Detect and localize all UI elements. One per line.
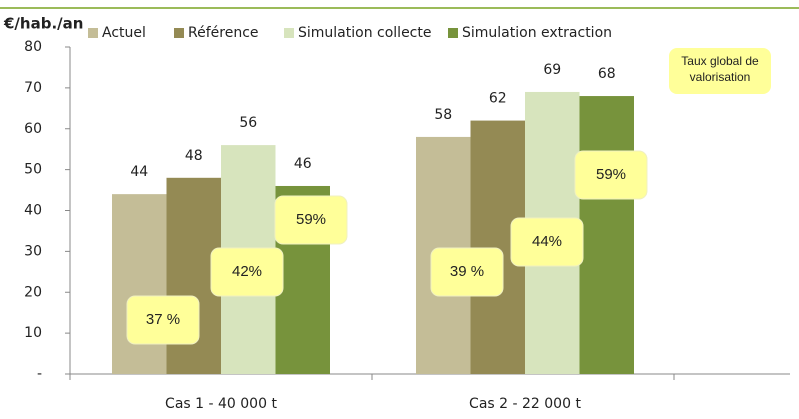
y-tick-label: 20: [24, 284, 42, 300]
legend-swatch: [88, 28, 98, 38]
annotation: 59%: [296, 211, 326, 228]
data-label: 56: [239, 115, 257, 131]
y-axis-label: €/hab./an: [3, 15, 83, 33]
annotation: 59%: [596, 166, 626, 183]
y-tick-label: 50: [24, 162, 42, 178]
legend-swatch: [284, 28, 294, 38]
legend-label: Référence: [188, 25, 259, 41]
annotation-title: Taux global de valorisation: [681, 54, 759, 84]
y-tick-label: 40: [24, 203, 42, 219]
bar: [112, 194, 167, 374]
bar: [579, 96, 634, 375]
annotation: 37 %: [146, 311, 180, 328]
data-label: 44: [130, 164, 148, 180]
legend-label: Actuel: [102, 25, 146, 41]
annotation-title-line: Taux global de: [681, 54, 759, 68]
annotation: 42%: [232, 263, 262, 280]
data-label: 68: [598, 66, 616, 82]
y-tick-label: 60: [24, 121, 42, 137]
annotation-box: [510, 217, 584, 267]
data-label: 62: [489, 91, 507, 107]
legend-swatch: [174, 28, 184, 38]
annotation-box: [126, 295, 200, 345]
legend-label: Simulation collecte: [298, 25, 431, 41]
data-label: 46: [294, 156, 312, 172]
y-tick-label: 10: [24, 325, 42, 341]
x-tick-label: Cas 2 - 22 000 t: [469, 396, 581, 412]
legend-label: Simulation extraction: [462, 25, 612, 41]
annotation: 39 %: [450, 263, 484, 280]
data-label: 58: [434, 107, 452, 123]
annotation-box: [274, 195, 348, 245]
annotation-box: [574, 150, 648, 200]
y-tick-label: 30: [24, 243, 42, 259]
data-label: 69: [543, 62, 561, 78]
y-tick-label: 80: [24, 39, 42, 55]
y-tick-label: 70: [24, 80, 42, 96]
annotation-box: [430, 247, 504, 297]
legend-swatch: [448, 28, 458, 38]
annotation-title-box: [669, 48, 771, 94]
data-label: 48: [185, 148, 203, 164]
annotation-box: [210, 247, 284, 297]
annotation-title-line: valorisation: [690, 70, 751, 84]
y-tick-label: -: [37, 366, 42, 382]
x-tick-label: Cas 1 - 40 000 t: [165, 396, 277, 412]
annotation: 44%: [532, 233, 562, 250]
